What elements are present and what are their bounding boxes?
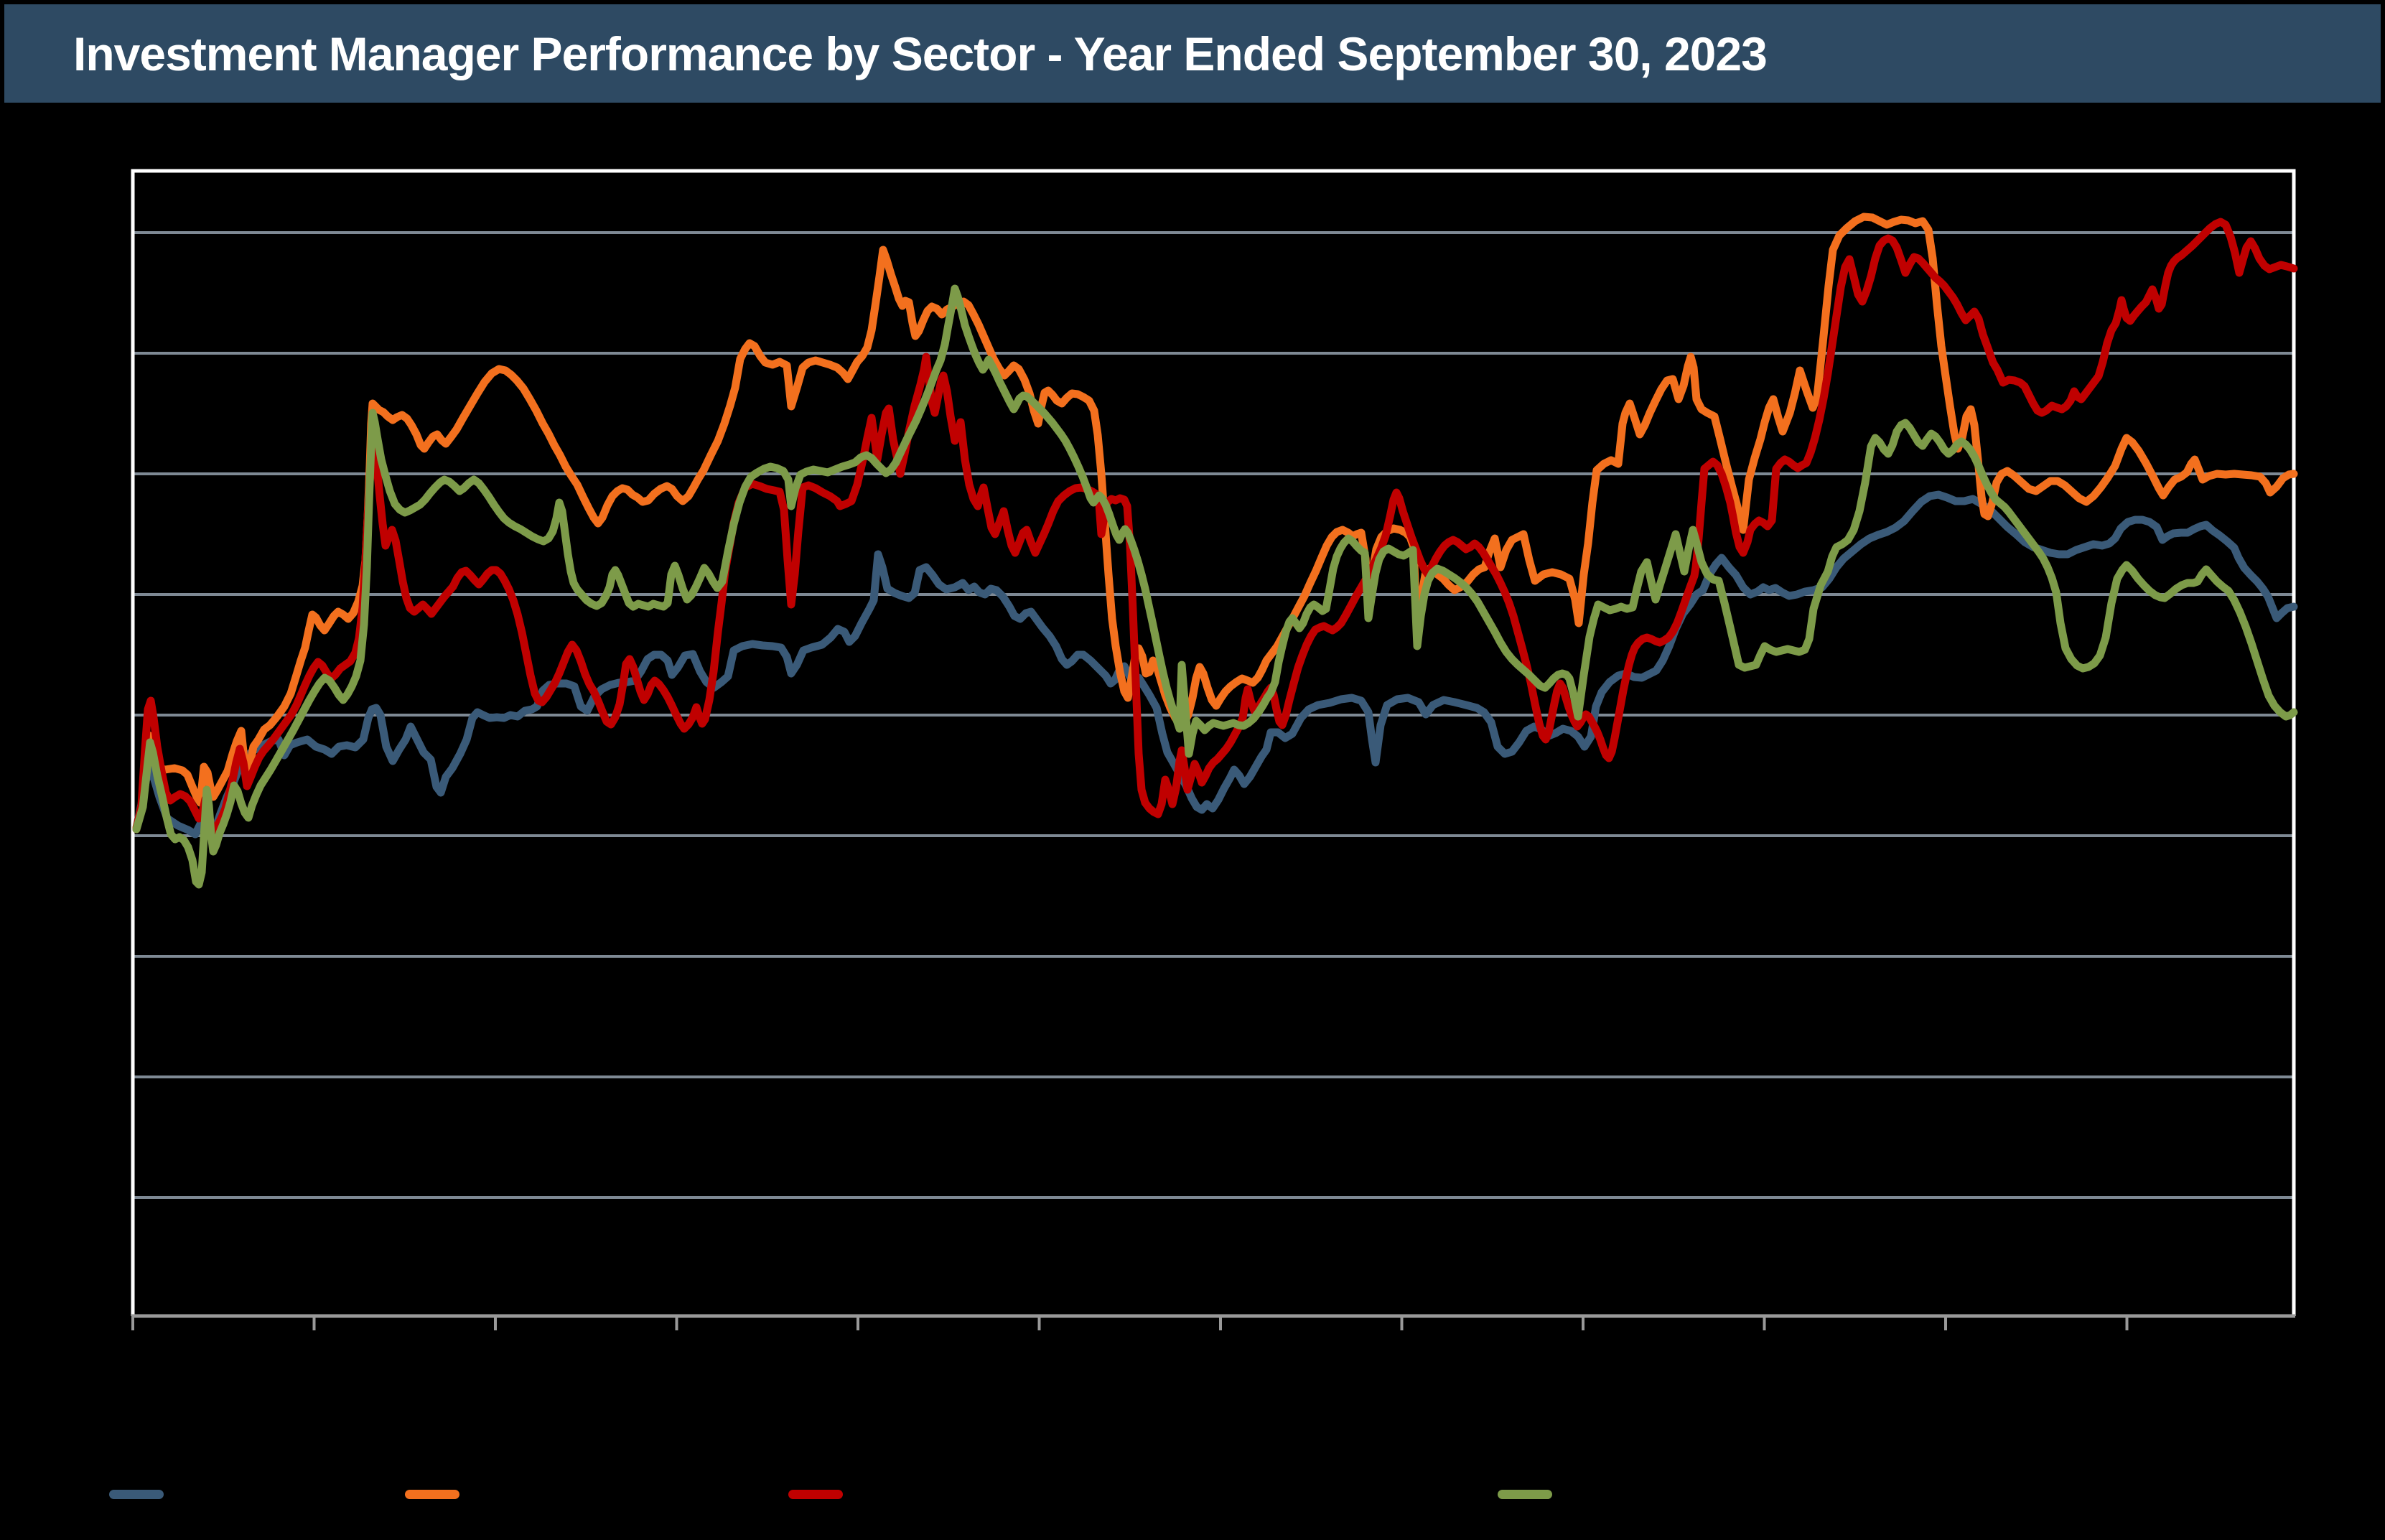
series-line-green xyxy=(132,284,2298,889)
series-line-orange xyxy=(132,213,2298,832)
series-line-blue xyxy=(132,490,2298,839)
title-bar: Investment Manager Performance by Sector… xyxy=(4,4,2381,103)
series-line-red xyxy=(132,218,2298,836)
plot-border xyxy=(131,169,2296,1316)
chart-title: Investment Manager Performance by Sector… xyxy=(73,27,1768,80)
